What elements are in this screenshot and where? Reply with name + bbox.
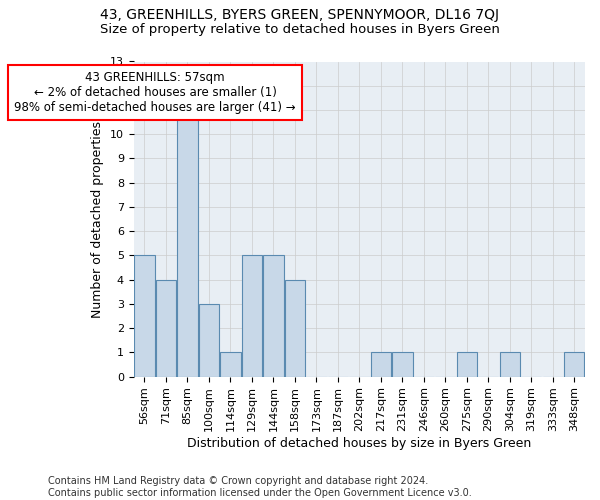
- X-axis label: Distribution of detached houses by size in Byers Green: Distribution of detached houses by size …: [187, 437, 532, 450]
- Bar: [564, 352, 584, 376]
- Bar: [457, 352, 477, 376]
- Y-axis label: Number of detached properties: Number of detached properties: [91, 120, 104, 318]
- Text: 43, GREENHILLS, BYERS GREEN, SPENNYMOOR, DL16 7QJ: 43, GREENHILLS, BYERS GREEN, SPENNYMOOR,…: [101, 8, 499, 22]
- Bar: [500, 352, 520, 376]
- Bar: [220, 352, 241, 376]
- Bar: [155, 280, 176, 376]
- Bar: [371, 352, 391, 376]
- Bar: [392, 352, 413, 376]
- Bar: [242, 256, 262, 376]
- Bar: [284, 280, 305, 376]
- Bar: [199, 304, 219, 376]
- Text: Size of property relative to detached houses in Byers Green: Size of property relative to detached ho…: [100, 22, 500, 36]
- Text: Contains HM Land Registry data © Crown copyright and database right 2024.
Contai: Contains HM Land Registry data © Crown c…: [48, 476, 472, 498]
- Bar: [177, 110, 197, 376]
- Bar: [134, 256, 155, 376]
- Bar: [263, 256, 284, 376]
- Text: 43 GREENHILLS: 57sqm
← 2% of detached houses are smaller (1)
98% of semi-detache: 43 GREENHILLS: 57sqm ← 2% of detached ho…: [14, 71, 296, 114]
